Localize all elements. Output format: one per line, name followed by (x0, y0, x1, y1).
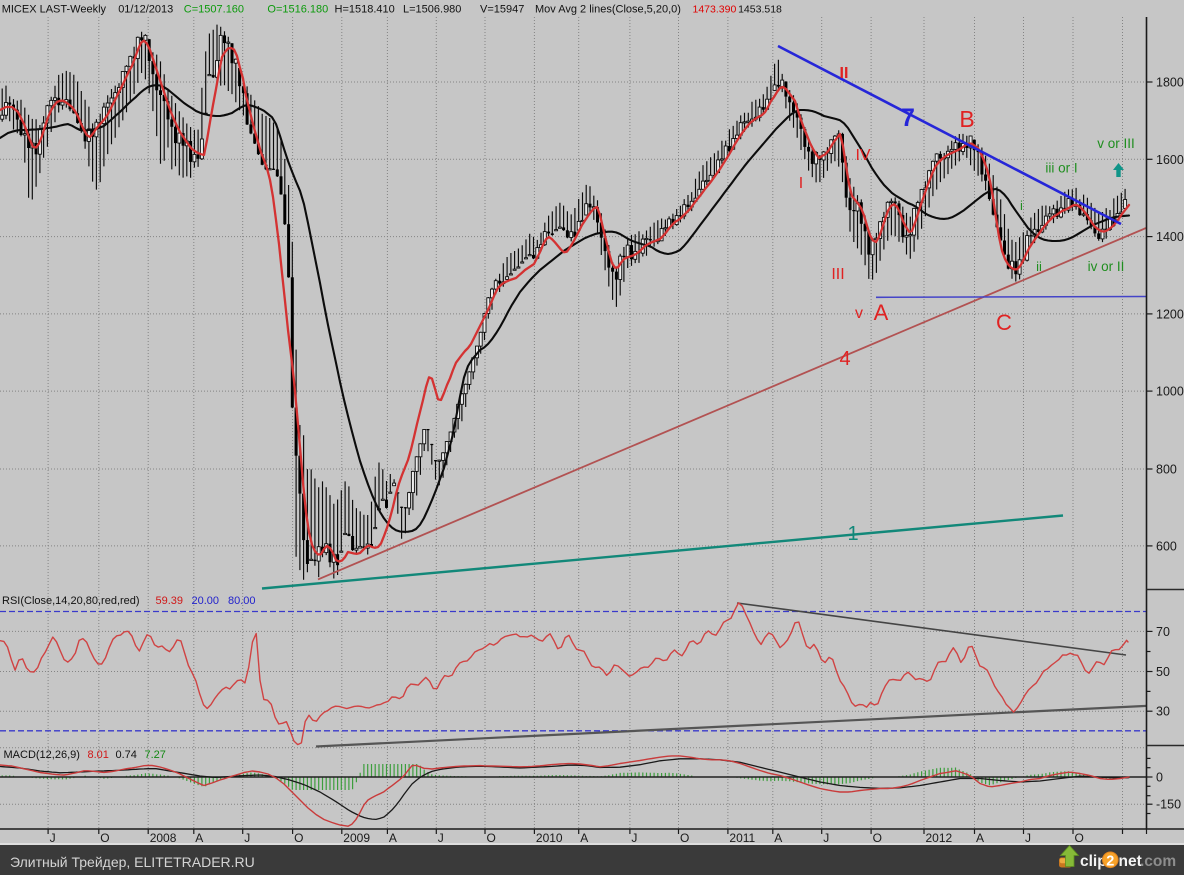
svg-text:80.00: 80.00 (228, 595, 256, 607)
svg-text:ii: ii (1036, 259, 1042, 274)
svg-text:i: i (1020, 198, 1023, 213)
svg-text:1200: 1200 (1156, 307, 1184, 321)
svg-text:clip: clip (1080, 853, 1107, 870)
svg-text:20.00: 20.00 (192, 595, 220, 607)
svg-text:2: 2 (1106, 854, 1114, 870)
svg-text:O: O (680, 831, 689, 845)
svg-text:O: O (100, 831, 109, 845)
svg-text:RSI(Close,14,20,80,red,red): RSI(Close,14,20,80,red,red) (2, 595, 140, 607)
svg-text:v or III: v or III (1097, 136, 1135, 151)
svg-text:1000: 1000 (1156, 385, 1184, 399)
svg-text:O: O (873, 831, 882, 845)
svg-text:7: 7 (901, 104, 915, 132)
svg-text:H=1518.410: H=1518.410 (335, 4, 395, 16)
svg-text:50: 50 (1156, 665, 1170, 679)
svg-text:iii or I: iii or I (1045, 161, 1077, 176)
svg-text:70: 70 (1156, 625, 1170, 639)
svg-text:A: A (976, 831, 984, 845)
svg-text:J: J (631, 831, 637, 845)
svg-text:V=15947: V=15947 (480, 4, 524, 16)
svg-text:J: J (438, 831, 444, 845)
svg-text:III: III (831, 266, 844, 283)
svg-text:1600: 1600 (1156, 153, 1184, 167)
svg-text:Элитный Трейдер, ELITETRADER.R: Элитный Трейдер, ELITETRADER.RU (10, 854, 255, 870)
svg-text:v: v (855, 305, 863, 322)
svg-text:B: B (959, 106, 974, 132)
svg-text:1400: 1400 (1156, 230, 1184, 244)
svg-text:J: J (1025, 831, 1031, 845)
svg-text:IV: IV (855, 147, 870, 164)
svg-text:0: 0 (1156, 771, 1163, 785)
svg-text:A: A (195, 831, 203, 845)
svg-text:1800: 1800 (1156, 76, 1184, 90)
svg-text:iv or II: iv or II (1088, 259, 1125, 274)
svg-text:30: 30 (1156, 705, 1170, 719)
svg-text:II: II (840, 65, 849, 82)
svg-text:Mov Avg 2 lines(Close,5,20,0): Mov Avg 2 lines(Close,5,20,0) (535, 4, 681, 16)
svg-text:2011: 2011 (729, 831, 755, 845)
svg-text:O=1516.180: O=1516.180 (267, 4, 328, 16)
svg-text:L=1506.980: L=1506.980 (403, 4, 461, 16)
svg-text:J: J (823, 831, 829, 845)
svg-text:1: 1 (847, 523, 858, 545)
svg-text:7.27: 7.27 (145, 749, 166, 761)
svg-text:1453.518: 1453.518 (738, 4, 782, 16)
svg-text:MACD(12,26,9): MACD(12,26,9) (4, 749, 80, 761)
svg-text:59.39: 59.39 (156, 595, 184, 607)
svg-text:2008: 2008 (150, 831, 177, 845)
svg-text:C: C (996, 310, 1012, 335)
svg-text:J: J (244, 831, 250, 845)
svg-text:A: A (874, 300, 889, 325)
svg-text:2010: 2010 (536, 831, 563, 845)
svg-text:-150: -150 (1156, 798, 1181, 812)
svg-text:8.01: 8.01 (88, 749, 109, 761)
svg-text:J: J (50, 831, 56, 845)
svg-text:O: O (487, 831, 496, 845)
svg-text:net: net (1119, 853, 1142, 870)
svg-text:800: 800 (1156, 463, 1177, 477)
svg-text:.com: .com (1140, 853, 1176, 870)
svg-text:4: 4 (839, 348, 850, 370)
svg-text:MICEX LAST-Weekly: MICEX LAST-Weekly (2, 4, 107, 16)
svg-text:I: I (799, 175, 803, 192)
svg-text:600: 600 (1156, 539, 1177, 553)
svg-text:C=1507.160: C=1507.160 (184, 4, 244, 16)
svg-text:0.74: 0.74 (116, 749, 137, 761)
svg-text:A: A (774, 831, 782, 845)
svg-text:O: O (294, 831, 303, 845)
svg-text:01/12/2013: 01/12/2013 (118, 4, 173, 16)
svg-text:1473.390: 1473.390 (693, 4, 737, 16)
svg-text:A: A (580, 831, 588, 845)
svg-text:2012: 2012 (926, 831, 953, 845)
svg-text:O: O (1075, 831, 1084, 845)
svg-text:2009: 2009 (343, 831, 370, 845)
svg-text:A: A (389, 831, 397, 845)
